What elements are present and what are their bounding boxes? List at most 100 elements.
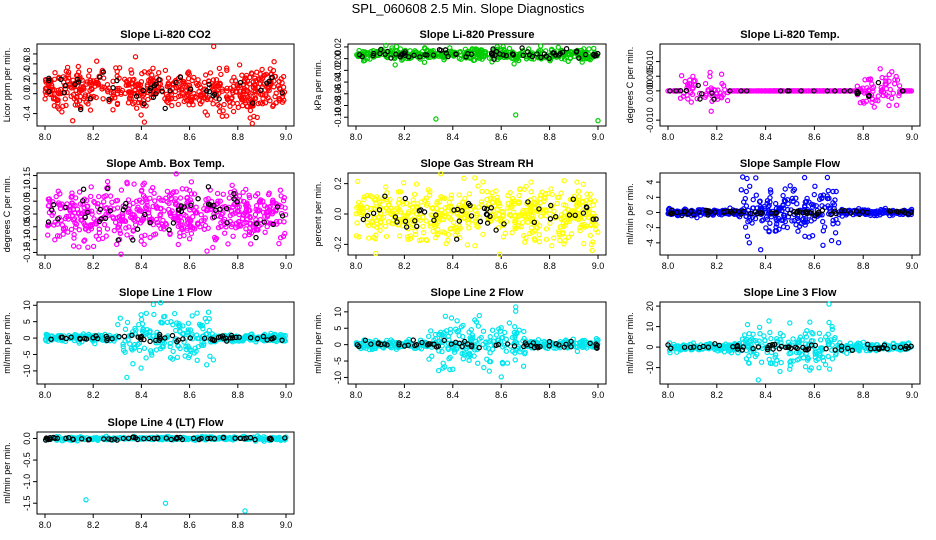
data-point	[94, 335, 101, 342]
data-point	[377, 50, 383, 57]
data-point	[543, 212, 549, 219]
data-point	[95, 80, 101, 86]
data-point	[882, 205, 889, 212]
data-point	[71, 231, 77, 238]
x-tick-label: 8.2	[87, 132, 100, 142]
data-point	[479, 188, 485, 195]
data-point	[186, 236, 193, 242]
data-point	[588, 241, 595, 248]
data-point	[182, 353, 188, 359]
data-point	[201, 335, 208, 341]
data-point	[265, 191, 272, 198]
data-point	[561, 344, 567, 350]
data-point	[127, 93, 134, 99]
data-point	[202, 95, 208, 101]
data-point	[93, 94, 99, 101]
data-point	[849, 347, 856, 353]
data-point	[560, 220, 567, 227]
data-point	[427, 223, 433, 229]
x-tick-label: 9.0	[280, 520, 293, 530]
data-point	[202, 72, 209, 78]
x-tick-label: 9.0	[592, 132, 605, 142]
data-point	[108, 90, 114, 96]
data-point	[246, 81, 253, 87]
x-tick-label: 8.8	[232, 132, 245, 142]
data-point	[426, 333, 432, 340]
data-point	[489, 327, 496, 333]
data-point	[143, 205, 150, 212]
data-point	[170, 189, 177, 195]
data-point	[202, 109, 208, 115]
data-point	[394, 219, 400, 225]
data-point	[383, 42, 389, 49]
data-point	[590, 202, 596, 208]
data-point	[218, 71, 224, 78]
data-point	[493, 332, 500, 338]
x-tick-label: 9.0	[906, 390, 919, 400]
data-point	[466, 354, 472, 360]
y-tick-label: 0.00	[333, 50, 343, 68]
data-point	[246, 231, 252, 238]
data-point	[712, 87, 718, 93]
data-point	[231, 190, 237, 197]
data-point	[122, 349, 128, 355]
data-point	[232, 88, 239, 95]
y-axis-label: degrees C per min.	[2, 176, 12, 253]
data-point	[155, 69, 162, 76]
data-point	[861, 90, 868, 96]
data-point	[512, 56, 518, 62]
data-point	[177, 74, 184, 80]
data-point	[456, 192, 462, 198]
data-point	[519, 219, 526, 226]
data-point	[824, 195, 831, 202]
data-point	[68, 334, 74, 340]
data-point	[206, 81, 212, 88]
data-point	[557, 223, 564, 230]
y-tick-label: 0.2	[333, 177, 343, 190]
data-point	[97, 74, 103, 80]
data-point	[905, 88, 911, 94]
data-point	[887, 86, 894, 93]
data-point	[697, 90, 703, 97]
data-point	[808, 365, 815, 371]
data-point	[361, 196, 367, 203]
data-point	[65, 75, 72, 81]
data-point	[807, 319, 813, 325]
data-point	[133, 93, 140, 99]
data-point	[153, 337, 159, 344]
y-tick-label: 5	[333, 326, 343, 331]
data-point	[114, 77, 120, 84]
data-point	[758, 359, 765, 365]
data-point	[255, 76, 262, 82]
y-tick-label: 0.2	[22, 77, 32, 90]
data-point	[574, 203, 580, 209]
y-axis-label: ml/min per min.	[2, 442, 12, 504]
data-point	[431, 341, 437, 347]
data-point	[513, 217, 519, 224]
data-point	[567, 196, 574, 203]
data-point	[414, 223, 420, 229]
data-point	[77, 336, 84, 342]
data-point	[880, 92, 887, 99]
data-point	[356, 343, 362, 350]
data-point	[402, 343, 408, 349]
x-tick-label: 8.8	[232, 520, 245, 530]
data-point	[499, 334, 506, 341]
data-point	[170, 220, 177, 226]
data-point	[830, 200, 836, 206]
data-point	[142, 232, 148, 238]
x-tick-label: 8.4	[759, 261, 772, 271]
data-point	[705, 207, 711, 214]
x-tick-label: 8.2	[711, 132, 724, 142]
data-point	[207, 96, 214, 102]
x-tick-label: 9.0	[592, 261, 605, 271]
data-point	[183, 186, 190, 192]
data-point	[138, 112, 144, 118]
data-point	[134, 226, 141, 232]
data-point	[65, 69, 72, 76]
data-point	[595, 117, 601, 124]
data-point	[139, 321, 146, 327]
data-point	[513, 308, 519, 314]
